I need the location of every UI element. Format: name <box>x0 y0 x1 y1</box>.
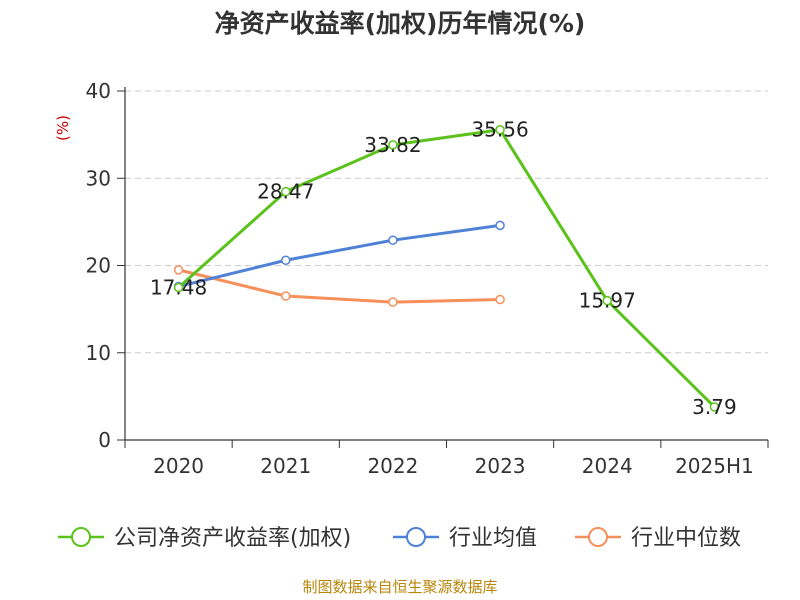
x-tick-label: 2021 <box>260 454 311 478</box>
data-point <box>281 186 291 197</box>
data-label: 33.82 <box>364 133 421 157</box>
data-point <box>173 265 184 275</box>
data-point <box>495 220 505 231</box>
x-tick-label: 2022 <box>367 454 418 478</box>
y-tick-label: 0 <box>98 428 111 452</box>
data-label: 15.97 <box>579 289 636 313</box>
data-point <box>709 402 720 412</box>
data-label: 3.79 <box>692 395 737 419</box>
data-point <box>281 255 291 266</box>
data-label: 17.48 <box>150 275 207 299</box>
series-line <box>178 223 501 288</box>
legend-marker <box>588 527 608 547</box>
data-point <box>602 295 612 306</box>
axes: 0 10 20 30 40 (%) 2020 2021 2022 2023 2024 2025H1 <box>54 79 769 478</box>
data-point <box>388 297 398 307</box>
legend-label: 行业均值 <box>449 526 537 551</box>
data-point <box>495 124 505 135</box>
y-tick-label: 20 <box>86 254 111 278</box>
y-tick-label: 40 <box>86 79 111 103</box>
chart-title: 净资产收益率(加权)历年情况(%) <box>214 9 586 38</box>
legend-marker <box>406 527 426 547</box>
source-note: 制图数据来自恒生聚源数据库 <box>302 578 498 596</box>
legend-label: 行业中位数 <box>631 526 741 551</box>
data-labels: 17.48 28.47 33.82 35.56 15.97 3.79 <box>150 118 737 419</box>
y-axis-label: (%) <box>54 115 72 141</box>
series-line <box>178 268 501 304</box>
data-label: 35.56 <box>471 118 528 142</box>
legend: 公司净资产收益率(加权) 行业均值 行业中位数 <box>58 526 741 551</box>
data-point <box>495 294 505 305</box>
data-point <box>173 282 184 293</box>
x-tick-label: 2025H1 <box>675 454 754 478</box>
series-lines <box>173 124 720 412</box>
legend-item: 行业中位数 <box>575 526 741 551</box>
data-label: 28.47 <box>257 180 314 204</box>
y-tick-label: 30 <box>86 166 111 190</box>
x-tick-label: 2024 <box>582 454 633 478</box>
legend-item: 行业均值 <box>393 526 537 551</box>
series-line <box>177 128 716 408</box>
y-tick-label: 10 <box>86 341 111 365</box>
legend-item: 公司净资产收益率(加权) <box>58 526 351 551</box>
legend-label: 公司净资产收益率(加权) <box>114 526 351 551</box>
grid-lines <box>125 90 768 354</box>
data-point <box>388 235 398 245</box>
data-point <box>388 140 398 150</box>
legend-marker <box>71 527 91 547</box>
x-tick-label: 2023 <box>475 454 526 478</box>
x-tick-label: 2020 <box>153 454 204 478</box>
data-point <box>281 291 291 301</box>
